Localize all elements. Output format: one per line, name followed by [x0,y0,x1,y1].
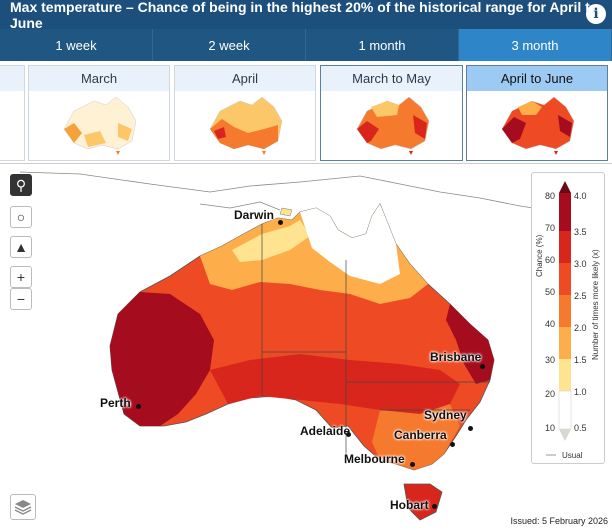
search-icon[interactable]: ⚲ [10,174,32,196]
info-icon[interactable]: i [586,4,606,24]
thumbnail-map [356,96,429,155]
legend-times-tick: 4.0 [574,191,587,201]
city-label: Hobart [390,498,429,512]
city-dot [468,426,473,431]
map-legend: Chance (%) Number of times more likely (… [531,172,605,464]
city-dot [480,364,485,369]
thumbnail-march-to-may[interactable]: March to May [320,65,463,161]
period-tabs: 1 week 2 week 1 month 3 month [0,29,612,61]
city-dot [346,432,351,437]
city-dot [450,442,455,447]
thumbnail-april-to-june[interactable]: April to June [466,65,608,161]
city-label: Brisbane [430,350,482,364]
city-label: Adelaide [300,424,351,438]
thumbnail-strip: March April March to May April to June [0,61,612,164]
city-dot [136,404,141,409]
issued-date: Issued: 5 February 2026 [510,516,608,526]
tab-1-week[interactable]: 1 week [0,29,153,61]
tab-3-month[interactable]: 3 month [459,29,612,61]
city-dot [410,462,415,467]
globe-icon[interactable]: ○ [10,206,32,228]
thumbnail-label: March to May [321,66,462,91]
legend-chance-tick: 60 [545,255,555,265]
legend-times-tick: 1.5 [574,355,587,365]
tab-1-month[interactable]: 1 month [306,29,459,61]
thumbnail-previous[interactable] [0,65,25,161]
thumbnail-label: April to June [467,66,607,91]
australia-icon[interactable]: ▲ [10,236,32,258]
legend-times-tick: 3.5 [574,227,587,237]
legend-chance-tick: 30 [545,355,555,365]
legend-times-tick: 3.0 [574,259,587,269]
tab-2-week[interactable]: 2 week [153,29,306,61]
thumbnail-map [209,96,283,155]
australia-map [19,171,561,521]
page-title: Max temperature – Chance of being in the… [10,0,599,31]
zoom-out-icon[interactable]: − [10,288,32,310]
legend-chance-tick: 20 [545,389,555,399]
city-label: Sydney [424,408,467,422]
legend-scale: Chance (%) Number of times more likely (… [535,181,600,460]
thumbnail-label: March [29,66,169,91]
thumbnail-label: April [175,66,315,91]
legend-times-tick: 2.0 [574,323,587,333]
zoom-in-icon[interactable]: + [10,266,32,288]
legend-times-tick: 0.5 [574,423,587,433]
legend-usual-label: Usual [562,451,583,460]
thumbnail-map [501,96,575,155]
city-label: Canberra [394,428,447,442]
thumbnail-map [63,96,137,155]
thumbnail-april[interactable]: April [174,65,316,161]
app-header: Max temperature – Chance of being in the… [0,0,612,31]
thumbnail-march[interactable]: March [28,65,170,161]
legend-chance-tick: 80 [545,191,555,201]
legend-chance-tick: 10 [545,423,555,433]
legend-chance-tick: 40 [545,319,555,329]
city-label: Perth [100,396,131,410]
legend-times-tick: 2.5 [574,291,587,301]
legend-left-label: Chance (%) [535,234,544,277]
legend-times-tick: 1.0 [574,387,587,397]
city-dot [278,220,283,225]
legend-chance-tick: 70 [545,223,555,233]
legend-right-label: Number of times more likely (x) [591,249,600,360]
layers-icon[interactable] [10,494,36,520]
city-label: Darwin [234,208,275,222]
legend-chance-tick: 50 [545,287,555,297]
forecast-map[interactable]: ⚲ ○ ▲ + − Darwin Brisbane Perth Sydney A… [0,164,612,530]
city-label: Melbourne [344,452,405,466]
city-dot [432,504,437,509]
